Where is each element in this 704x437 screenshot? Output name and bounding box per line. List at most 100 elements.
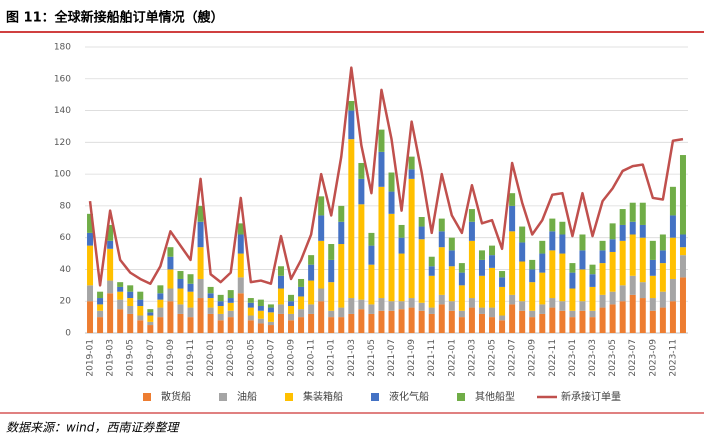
- bar: [559, 301, 566, 311]
- bar: [87, 245, 94, 286]
- bar: [378, 129, 385, 152]
- bar: [117, 286, 124, 292]
- bar: [157, 317, 164, 333]
- bar: [669, 237, 676, 279]
- bar: [348, 101, 355, 111]
- y-tick-label: 40: [60, 265, 72, 275]
- bar: [338, 317, 345, 333]
- bar: [609, 251, 616, 292]
- bar: [478, 250, 485, 260]
- bar: [609, 239, 616, 252]
- bar: [398, 301, 405, 310]
- bar: [388, 213, 395, 302]
- bar: [438, 218, 445, 232]
- bar: [408, 298, 415, 308]
- bar: [267, 325, 274, 333]
- line: [88, 66, 684, 287]
- bar: [659, 263, 666, 292]
- bar: [499, 271, 506, 278]
- bar: [388, 310, 395, 333]
- chart-title: 图 11：全球新接船舶订单情况（艘）: [6, 10, 224, 26]
- bar: [308, 313, 315, 333]
- x-tick-label: 2022-09: [528, 339, 538, 377]
- bar: [107, 280, 114, 294]
- bar: [298, 278, 305, 287]
- x-tick-label: 2022-03: [467, 339, 477, 377]
- x-tick-label: 2023-11: [668, 339, 678, 377]
- bar: [247, 320, 254, 333]
- bar: [227, 317, 234, 333]
- bar: [418, 239, 425, 303]
- x-tick-label: 2023-09: [648, 339, 658, 377]
- bar: [489, 245, 496, 256]
- bar: [308, 304, 315, 314]
- bar: [659, 234, 666, 251]
- bar: [117, 299, 124, 310]
- bar: [137, 291, 144, 300]
- bar: [217, 320, 224, 333]
- bar: [257, 310, 264, 319]
- bar: [509, 304, 516, 333]
- bar: [177, 278, 184, 289]
- bar: [509, 231, 516, 295]
- bar: [559, 310, 566, 333]
- bar: [388, 172, 395, 192]
- bar: [197, 298, 204, 333]
- bar: [288, 294, 295, 302]
- bar: [247, 315, 254, 321]
- bar: [408, 156, 415, 170]
- bar: [127, 298, 134, 306]
- bar: [157, 299, 164, 308]
- bar: [549, 250, 556, 299]
- bar: [599, 240, 606, 251]
- bar: [107, 248, 114, 281]
- bar: [579, 269, 586, 302]
- bar: [348, 313, 355, 333]
- bar: [187, 307, 194, 318]
- legend-swatch: [143, 393, 151, 401]
- bar: [267, 321, 274, 326]
- y-tick-label: 60: [60, 233, 72, 243]
- bar: [559, 234, 566, 254]
- bar: [649, 275, 656, 299]
- bar: [117, 291, 124, 300]
- bar: [187, 291, 194, 308]
- bar: [97, 317, 104, 333]
- x-tick-label: 2019-05: [126, 339, 136, 377]
- bar: [147, 321, 154, 326]
- bar: [458, 272, 465, 286]
- bar: [338, 205, 345, 222]
- bar: [679, 247, 686, 256]
- bar: [127, 291, 134, 299]
- bar: [308, 255, 315, 265]
- y-tick-label: 160: [54, 74, 71, 84]
- legend-swatch: [457, 393, 465, 401]
- bar: [589, 286, 596, 311]
- bar: [267, 312, 274, 322]
- bar: [609, 291, 616, 305]
- bar: [207, 286, 214, 294]
- bar: [237, 223, 244, 235]
- bar: [197, 278, 204, 299]
- bar: [147, 312, 154, 316]
- bar: [147, 315, 154, 322]
- bar: [659, 291, 666, 308]
- bar: [478, 259, 485, 276]
- bar: [348, 139, 355, 299]
- bar: [489, 267, 496, 308]
- bar: [217, 305, 224, 314]
- bar: [609, 304, 616, 333]
- bar: [127, 313, 134, 333]
- bar: [267, 304, 274, 308]
- bar: [318, 288, 325, 302]
- legend-swatch: [219, 393, 227, 401]
- bar: [328, 282, 335, 311]
- bar: [308, 280, 315, 305]
- x-tick-label: 2019-07: [146, 339, 156, 377]
- x-tick-label: 2021-05: [367, 339, 377, 377]
- y-tick-label: 100: [54, 170, 71, 180]
- x-tick-label: 2022-11: [548, 339, 558, 377]
- legend-label: 液化气船: [389, 390, 429, 403]
- bar: [137, 315, 144, 321]
